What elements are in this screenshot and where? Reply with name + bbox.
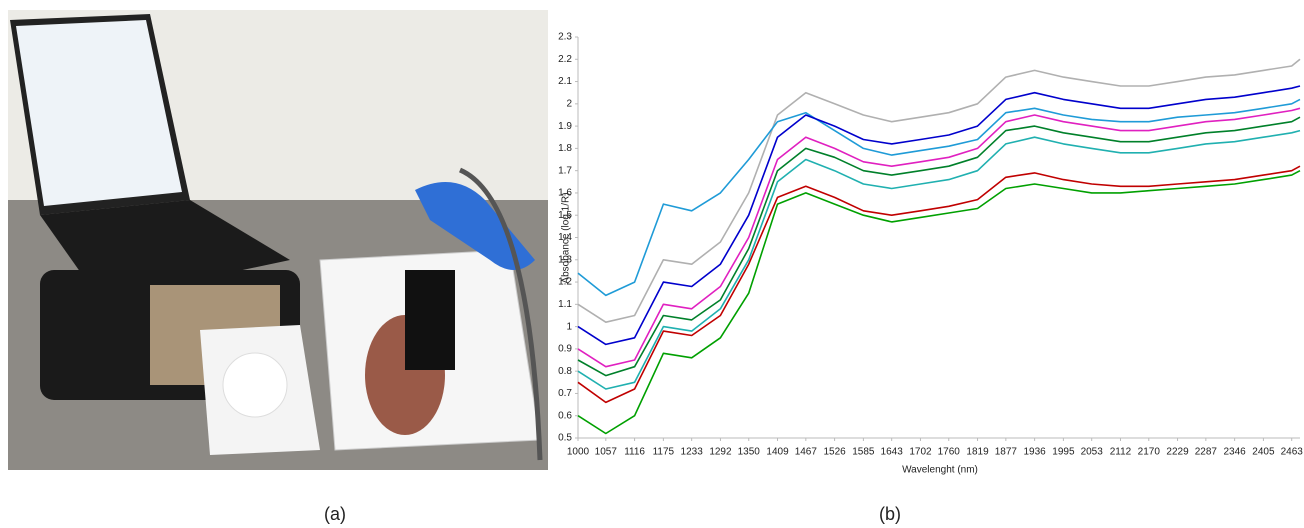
- x-tick-label: 1877: [995, 447, 1018, 458]
- x-tick-label: 1000: [567, 447, 590, 458]
- y-tick-label: 1.7: [558, 165, 572, 176]
- x-tick-label: 1057: [595, 447, 618, 458]
- x-tick-label: 1819: [966, 447, 989, 458]
- x-tick-label: 2053: [1081, 447, 1104, 458]
- caption-b: (b): [879, 504, 901, 524]
- x-tick-label: 1936: [1023, 447, 1046, 458]
- y-tick-label: 0.6: [558, 410, 572, 421]
- photo: [8, 10, 548, 470]
- x-tick-label: 2287: [1195, 447, 1218, 458]
- white-reference: [222, 352, 288, 418]
- x-tick-label: 1702: [909, 447, 932, 458]
- y-tick-label: 2.1: [558, 76, 572, 87]
- x-tick-label: 2112: [1110, 447, 1132, 458]
- probe: [405, 270, 455, 370]
- spectrum-line: [577, 116, 1301, 377]
- y-tick-label: 0.8: [558, 366, 572, 377]
- y-tick-label: 2.2: [558, 54, 572, 65]
- x-tick-label: 1585: [852, 447, 875, 458]
- x-tick-label: 1116: [624, 447, 645, 458]
- x-axis-title: Wavelenght (nm): [902, 465, 978, 476]
- y-tick-label: 0.5: [558, 433, 572, 444]
- y-tick-label: 1.5: [558, 210, 572, 221]
- y-tick-label: 1: [566, 321, 572, 332]
- y-tick-label: 1.8: [558, 143, 572, 154]
- y-tick-label: 1.9: [558, 121, 572, 132]
- spectrum-line: [577, 129, 1301, 390]
- x-tick-label: 1760: [938, 447, 961, 458]
- y-tick-label: 0.7: [558, 388, 572, 399]
- x-tick-label: 2229: [1166, 447, 1189, 458]
- y-tick-label: 2.3: [558, 32, 572, 43]
- x-tick-label: 1175: [653, 447, 675, 458]
- x-tick-label: 1409: [766, 447, 789, 458]
- x-tick-label: 2170: [1138, 447, 1161, 458]
- y-axis-title: Absobance (log 1/R): [561, 192, 572, 283]
- x-tick-label: 1467: [795, 447, 818, 458]
- y-tick-label: 1.4: [558, 232, 572, 243]
- x-tick-label: 1995: [1052, 447, 1075, 458]
- x-tick-label: 1233: [681, 447, 704, 458]
- x-tick-label: 1643: [881, 447, 904, 458]
- spectrum-line: [577, 107, 1301, 368]
- laptop-screen: [16, 20, 182, 206]
- x-tick-label: 2346: [1224, 447, 1247, 458]
- x-tick-label: 2405: [1252, 447, 1275, 458]
- spectrum-line: [577, 85, 1301, 346]
- caption-a: (a): [324, 504, 346, 524]
- y-tick-label: 1.2: [558, 277, 572, 288]
- x-tick-label: 1526: [823, 447, 846, 458]
- spectrum-line: [577, 98, 1301, 297]
- y-tick-label: 0.9: [558, 344, 572, 355]
- y-tick-label: 2: [566, 98, 572, 109]
- spectrum-line: [577, 58, 1301, 323]
- y-tick-label: 1.6: [558, 188, 572, 199]
- x-tick-label: 2463: [1281, 447, 1304, 458]
- x-tick-label: 1350: [738, 447, 761, 458]
- y-tick-label: 1.1: [558, 299, 572, 310]
- x-tick-label: 1292: [709, 447, 732, 458]
- y-tick-label: 1.3: [558, 254, 572, 265]
- gloved-hand: [415, 182, 535, 270]
- spectrum-line: [577, 165, 1301, 404]
- spectrum-line: [577, 169, 1301, 435]
- fiber-cable: [458, 167, 543, 461]
